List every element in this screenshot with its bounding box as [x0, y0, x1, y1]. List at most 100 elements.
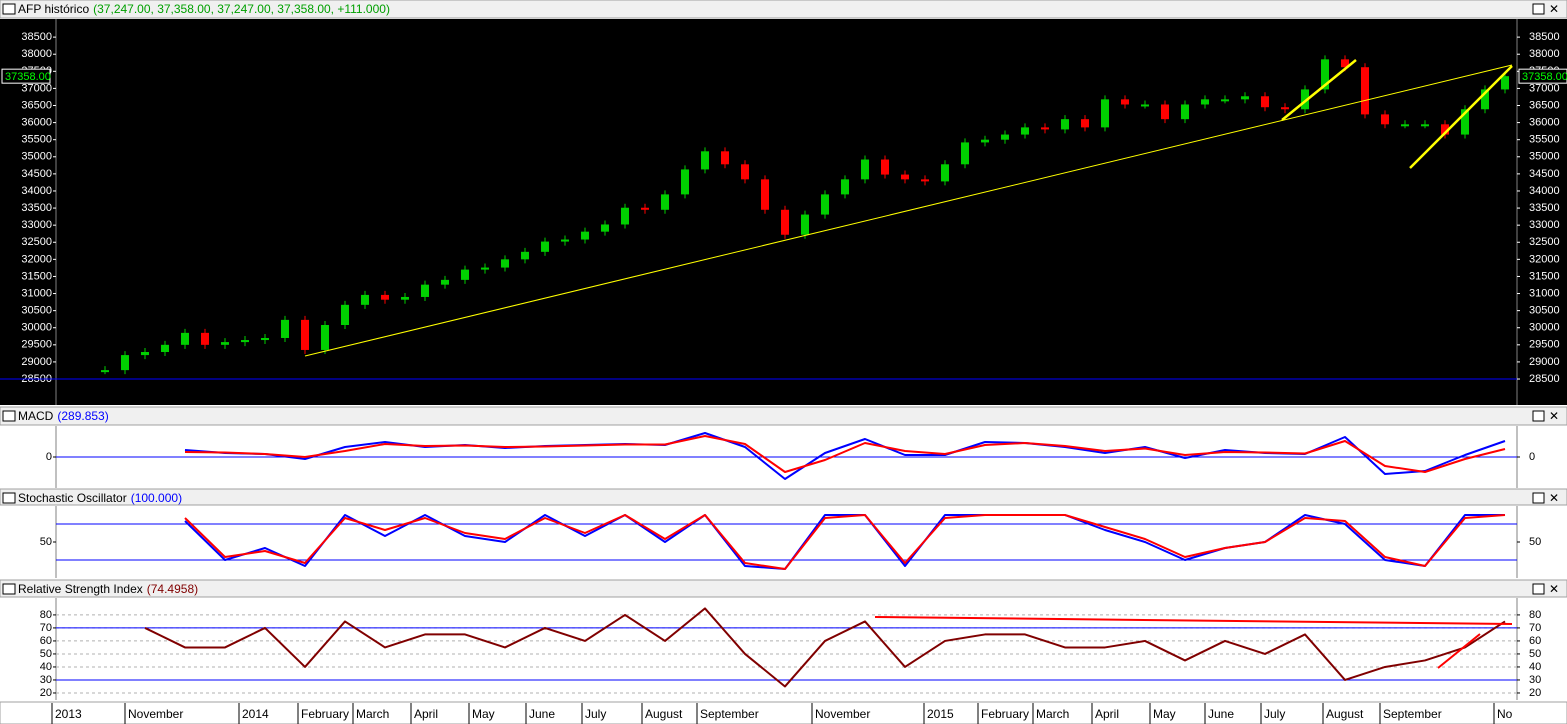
- y-tick-label: 29000: [1529, 356, 1560, 368]
- close-button[interactable]: ✕: [1549, 582, 1559, 596]
- candle: [1321, 59, 1329, 90]
- y-tick-label: 30000: [1529, 322, 1560, 334]
- candle: [881, 159, 889, 175]
- candle: [261, 337, 269, 341]
- y-tick-label: 35000: [21, 151, 52, 163]
- maximize-button[interactable]: [1532, 492, 1545, 504]
- candle: [1201, 99, 1209, 105]
- y-tick-label: 38500: [21, 31, 52, 43]
- x-tick-label: June: [529, 707, 555, 721]
- y-tick-label: 40: [1529, 661, 1541, 673]
- y-tick-label: 34500: [21, 168, 52, 180]
- trend-lines: [304, 59, 1513, 669]
- close-button[interactable]: ✕: [1549, 409, 1559, 423]
- candle: [681, 169, 689, 195]
- y-tick-label: 37000: [1529, 82, 1560, 94]
- candle: [921, 179, 929, 182]
- candle: [761, 179, 769, 210]
- y-tick-label: 0: [46, 451, 52, 463]
- series-line: [184, 435, 1506, 473]
- pane-body: [0, 506, 1567, 578]
- candle: [221, 342, 229, 345]
- candle: [621, 207, 629, 225]
- x-tick-label: August: [645, 707, 683, 721]
- y-tick-label: 38000: [21, 48, 52, 60]
- candle: [401, 296, 409, 300]
- y-tick-label: 30: [40, 674, 52, 686]
- series-line: [184, 514, 1506, 570]
- pane-icon: [2, 583, 16, 595]
- y-tick-label: 33500: [1529, 202, 1560, 214]
- candle: [241, 340, 249, 343]
- current-value-label: 37358.00: [5, 71, 51, 83]
- pane-icon: [2, 410, 16, 422]
- candle: [141, 352, 149, 356]
- close-button[interactable]: ✕: [1549, 491, 1559, 505]
- candle: [541, 241, 549, 252]
- candle: [161, 344, 169, 353]
- y-tick-label: 33000: [21, 219, 52, 231]
- close-button[interactable]: ✕: [1549, 2, 1559, 16]
- y-tick-label: 32000: [21, 253, 52, 265]
- pane-subtitle: (289.853): [57, 409, 108, 423]
- candle: [641, 207, 649, 210]
- x-tick-label: No: [1497, 707, 1513, 721]
- candle: [381, 294, 389, 300]
- candle: [1121, 99, 1129, 105]
- y-tick-label: 31500: [1529, 270, 1560, 282]
- series-line: [184, 514, 1505, 570]
- candle: [121, 355, 129, 371]
- candle: [1381, 114, 1389, 125]
- pane-header: [0, 579, 1567, 598]
- y-tick-label: 36500: [1529, 99, 1560, 111]
- candle: [101, 370, 109, 373]
- candle: [1061, 119, 1069, 130]
- candle: [1481, 89, 1489, 110]
- candle: [1501, 76, 1509, 90]
- y-tick-label: 35500: [1529, 134, 1560, 146]
- maximize-button[interactable]: [1532, 410, 1545, 422]
- candle: [821, 194, 829, 215]
- candle: [561, 239, 569, 242]
- x-tick-label: 2014: [242, 707, 269, 721]
- current-value-box: [1518, 68, 1567, 84]
- x-tick-label: June: [1208, 707, 1234, 721]
- y-tick-label: 31500: [21, 270, 52, 282]
- candle: [1221, 99, 1229, 102]
- candle: [741, 164, 749, 180]
- pane-icon: [2, 3, 16, 15]
- candle: [601, 224, 609, 232]
- candle: [1141, 104, 1149, 107]
- x-axis-strip: [0, 701, 1567, 724]
- x-tick-label: July: [585, 707, 606, 721]
- candle: [461, 269, 469, 280]
- candle: [981, 139, 989, 143]
- x-tick-label: March: [1036, 707, 1069, 721]
- pane-title: Relative Strength Index: [18, 582, 143, 596]
- x-tick-label: August: [1326, 707, 1364, 721]
- x-tick-label: May: [1153, 707, 1176, 721]
- x-tick-label: April: [1095, 707, 1119, 721]
- pane-header: [0, 406, 1567, 426]
- y-tick-label: 36500: [21, 99, 52, 111]
- candle: [501, 259, 509, 268]
- current-value-label: 37358.00: [1522, 71, 1567, 83]
- y-tick-label: 29500: [21, 339, 52, 351]
- maximize-button[interactable]: [1532, 3, 1545, 15]
- y-tick-label: 38000: [1529, 48, 1560, 60]
- y-tick-label: 35500: [21, 134, 52, 146]
- candle: [1401, 124, 1409, 127]
- x-tick-label: February: [301, 707, 349, 721]
- pane-subtitle: (37,247.00, 37,358.00, 37,247.00, 37,358…: [93, 2, 390, 16]
- pane-header: [0, 488, 1567, 506]
- maximize-button[interactable]: [1532, 583, 1545, 595]
- candle: [301, 319, 309, 350]
- candle: [1301, 89, 1309, 110]
- y-tick-label: 80: [40, 609, 52, 621]
- candle: [941, 164, 949, 182]
- y-tick-label: 29500: [1529, 339, 1560, 351]
- y-tick-label: 35000: [1529, 151, 1560, 163]
- candle: [1081, 119, 1089, 128]
- candle: [341, 304, 349, 325]
